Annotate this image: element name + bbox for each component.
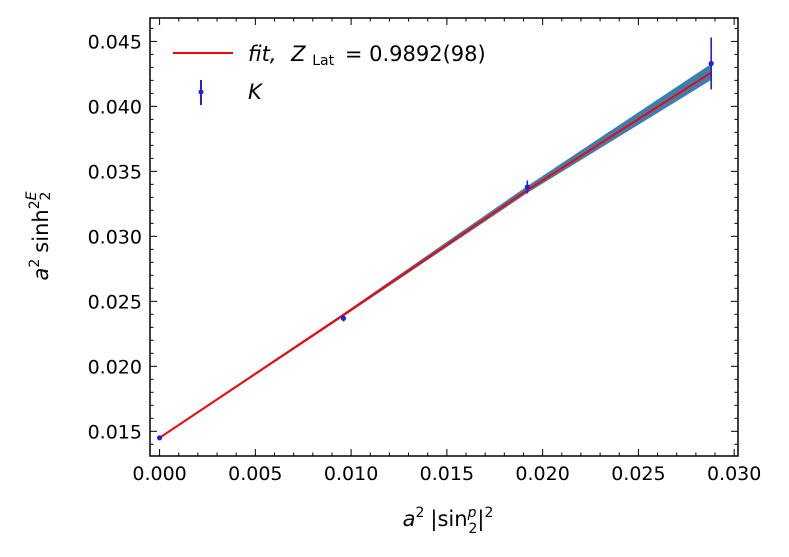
legend-fit-label: fit, Z Lat = 0.9892(98) [248,42,486,70]
x-axis-title: a2 |sinp 2|2 [403,505,494,537]
data-point-1 [340,314,347,322]
x-tick-label-4: 0.020 [515,463,569,485]
legend-fit-value: = 0.9892(98) [345,42,486,66]
data-points-layer [156,37,714,441]
x-tick-label-0: 0.000 [132,463,186,485]
legend-fit-subscript: Lat [312,53,334,69]
x-tick-label-1: 0.005 [228,463,282,485]
y-tick-label-3: 0.030 [88,226,142,248]
plot-frame [149,17,739,457]
point-marker-0 [156,435,163,441]
point-marker-3 [708,60,714,67]
legend-fit-prefix: fit, [248,42,276,66]
fit-line [159,71,712,439]
tick-labels-layer: 0.000 0.005 0.010 0.015 0.020 0.025 0.030 0.015… [88,31,762,485]
y-tick-label-4: 0.035 [88,161,142,183]
y-tick-label-0: 0.015 [88,421,142,443]
y-tick-label-1: 0.020 [88,356,142,378]
y-tick-label-5: 0.040 [88,96,142,118]
fit-line-layer [159,71,712,439]
x-tick-label-3: 0.015 [420,463,474,485]
data-point-2 [524,180,530,194]
point-marker-2 [524,184,530,190]
legend-k-label: K [248,80,264,104]
x-tick-label-6: 0.030 [707,463,761,485]
y-tick-label-6: 0.045 [88,31,142,53]
ticks-layer [150,18,738,456]
legend-k-marker [198,89,204,95]
data-point-0 [156,435,163,441]
legend-fit-symbol: Z [290,42,306,66]
x-tick-label-2: 0.010 [324,463,378,485]
y-axis-title: a2sinh2E2 [24,191,54,280]
point-marker-1 [340,315,347,321]
data-point-3 [708,37,714,90]
x-tick-label-5: 0.025 [611,463,665,485]
legend: fit, Z Lat = 0.9892(98) K [173,42,486,105]
legend-k-swatch [198,80,204,105]
y-tick-label-2: 0.025 [88,291,142,313]
